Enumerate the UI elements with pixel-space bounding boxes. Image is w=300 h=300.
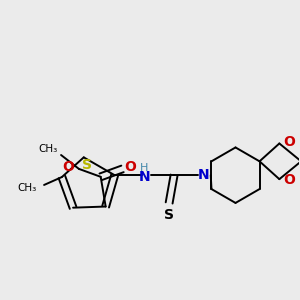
Text: N: N	[198, 168, 210, 182]
Text: O: O	[283, 173, 295, 187]
Text: O: O	[283, 136, 295, 149]
Text: O: O	[124, 160, 136, 174]
Text: N: N	[139, 170, 150, 184]
Text: CH₃: CH₃	[17, 183, 36, 193]
Text: CH₃: CH₃	[39, 144, 58, 154]
Text: O: O	[62, 160, 74, 174]
Text: S: S	[82, 158, 92, 172]
Text: H: H	[140, 163, 148, 173]
Text: S: S	[164, 208, 174, 222]
